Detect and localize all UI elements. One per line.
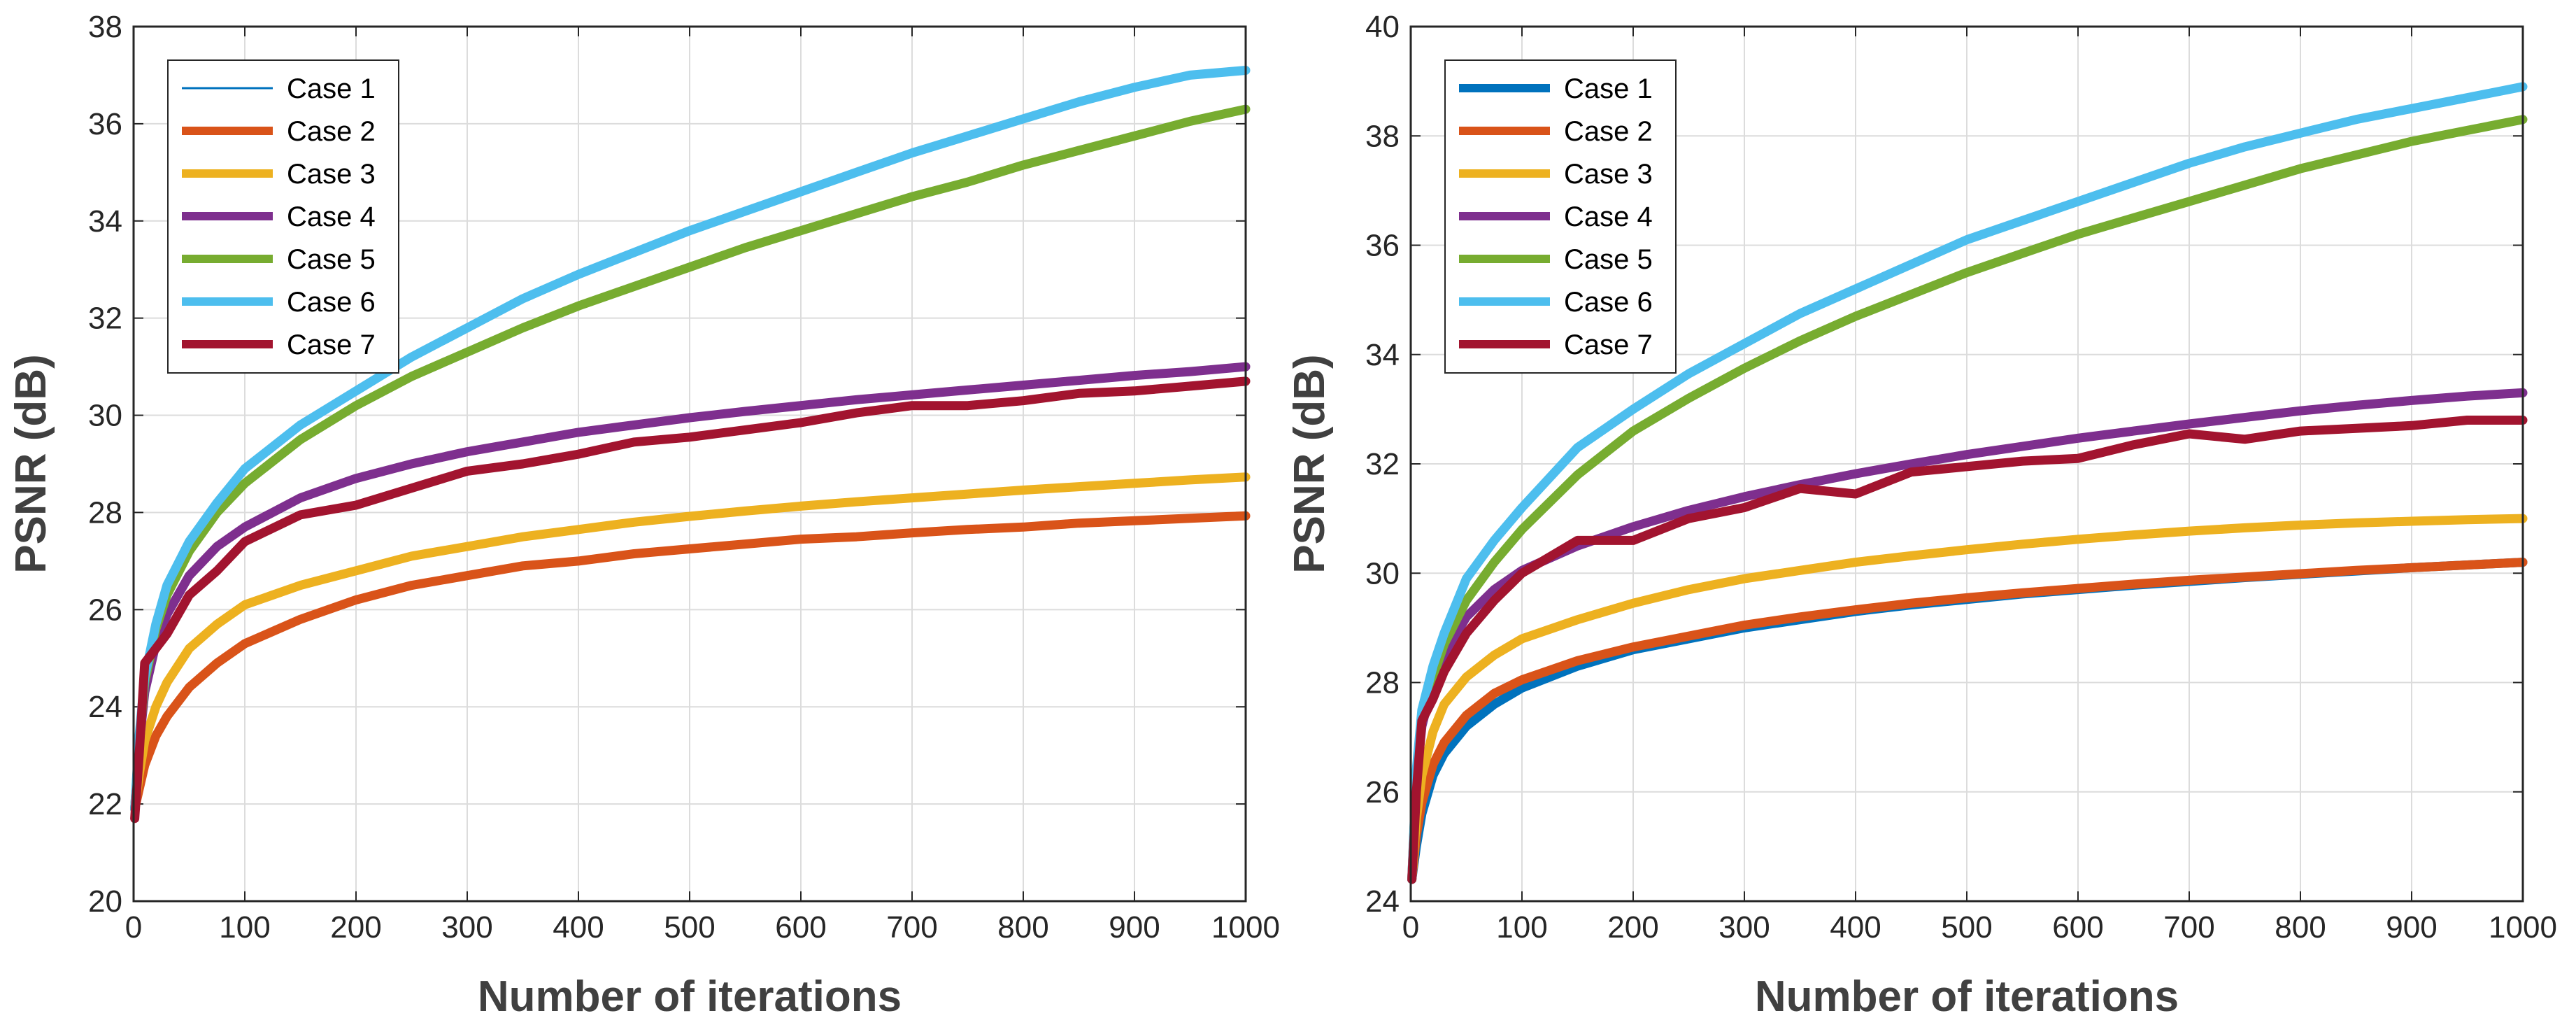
legend-label: Case 4 [287, 202, 376, 232]
legend: Case 1 Case 2 Case 3 Case 4 Case 5 Case 6 Case… [167, 59, 399, 374]
x-tick-label: 200 [1607, 910, 1658, 945]
series-line-case-4 [130, 362, 1251, 814]
x-tick-label: 200 [330, 910, 381, 945]
x-tick-label: 500 [1941, 910, 1992, 945]
y-tick-label: 32 [1365, 447, 1400, 481]
y-tick-label: 26 [1365, 775, 1400, 810]
x-tick-label: 300 [441, 910, 492, 945]
legend-label: Case 1 [287, 73, 376, 104]
series-line-case-3 [1407, 514, 2528, 884]
legend-label: Case 4 [1564, 202, 1653, 232]
x-tick-label: 100 [1496, 910, 1547, 945]
x-tick-label: 1000 [2489, 910, 2557, 945]
x-tick-label: 900 [1109, 910, 1160, 945]
x-axis-label: Number of iterations [478, 973, 902, 1021]
series-line-case-7 [1407, 416, 2528, 884]
y-tick-label: 22 [88, 787, 122, 821]
x-tick-label: 900 [2386, 910, 2437, 945]
y-axis-label: PSNR (dB) [1286, 354, 1334, 573]
legend-label: Case 6 [287, 287, 376, 318]
legend-label: Case 7 [1564, 330, 1653, 360]
y-tick-label: 36 [88, 107, 122, 141]
x-tick-label: 800 [997, 910, 1048, 945]
x-tick-label: 700 [886, 910, 937, 945]
y-tick-label: 38 [88, 10, 122, 44]
y-tick-label: 30 [88, 399, 122, 433]
series-line-case-6 [130, 66, 1251, 814]
y-tick-label: 30 [1365, 556, 1400, 591]
chart-left: 0 100 200 300 400 500 600 700 800 900 1000 20 22 24 26… [7, 10, 1280, 1021]
series-line-case-6 [1407, 82, 2528, 884]
legend-label: Case 3 [1564, 159, 1653, 190]
series-line-case-2 [130, 511, 1251, 814]
x-tick-label: 700 [2163, 910, 2214, 945]
y-tick-label: 24 [88, 690, 122, 724]
x-axis-label: Number of iterations [1755, 973, 2179, 1021]
series-line-case-3 [130, 472, 1251, 814]
x-tick-label: 300 [1718, 910, 1770, 945]
y-tick-label: 32 [88, 302, 122, 336]
y-tick-label: 20 [88, 884, 122, 919]
series-line-case-2 [1407, 558, 2528, 884]
legend-label: Case 2 [287, 116, 376, 147]
legend-label: Case 1 [1564, 73, 1653, 104]
legend-label: Case 5 [1564, 244, 1653, 275]
series-line-case-5 [1407, 115, 2528, 884]
legend: Case 1 Case 2 Case 3 Case 4 Case 5 Case 6 Case… [1444, 59, 1677, 374]
x-tick-label: 800 [2275, 910, 2326, 945]
legend-label: Case 2 [1564, 116, 1653, 147]
x-tick-label: 500 [664, 910, 715, 945]
series-line-case-4 [1407, 388, 2528, 884]
axes-box [132, 25, 1247, 903]
y-tick-label: 36 [1365, 229, 1400, 263]
x-tick-label: 0 [125, 910, 142, 945]
y-tick-label: 28 [88, 495, 122, 530]
y-tick-label: 34 [1365, 338, 1400, 372]
chart-right: 0 100 200 300 400 500 600 700 800 900 1000 24 26 28 30… [1286, 10, 2557, 1021]
legend-label: Case 5 [287, 244, 376, 275]
x-tick-label: 600 [2052, 910, 2103, 945]
legend-label: Case 7 [287, 330, 376, 360]
legend-label: Case 6 [1564, 287, 1653, 318]
y-tick-label: 34 [88, 204, 122, 239]
x-tick-label: 400 [553, 910, 604, 945]
y-tick-label: 24 [1365, 884, 1400, 919]
x-tick-label: 400 [1830, 910, 1881, 945]
y-tick-label: 28 [1365, 666, 1400, 700]
x-tick-label: 0 [1402, 910, 1419, 945]
y-tick-label: 26 [88, 593, 122, 627]
y-axis-label: PSNR (dB) [7, 354, 55, 573]
x-tick-label: 600 [775, 910, 826, 945]
x-tick-label: 1000 [1211, 910, 1280, 945]
x-tick-label: 100 [219, 910, 270, 945]
axes-box [1409, 25, 2524, 903]
series-line-case-7 [130, 376, 1251, 824]
legend-label: Case 3 [287, 159, 376, 190]
y-tick-label: 40 [1365, 10, 1400, 44]
y-tick-label: 38 [1365, 119, 1400, 153]
